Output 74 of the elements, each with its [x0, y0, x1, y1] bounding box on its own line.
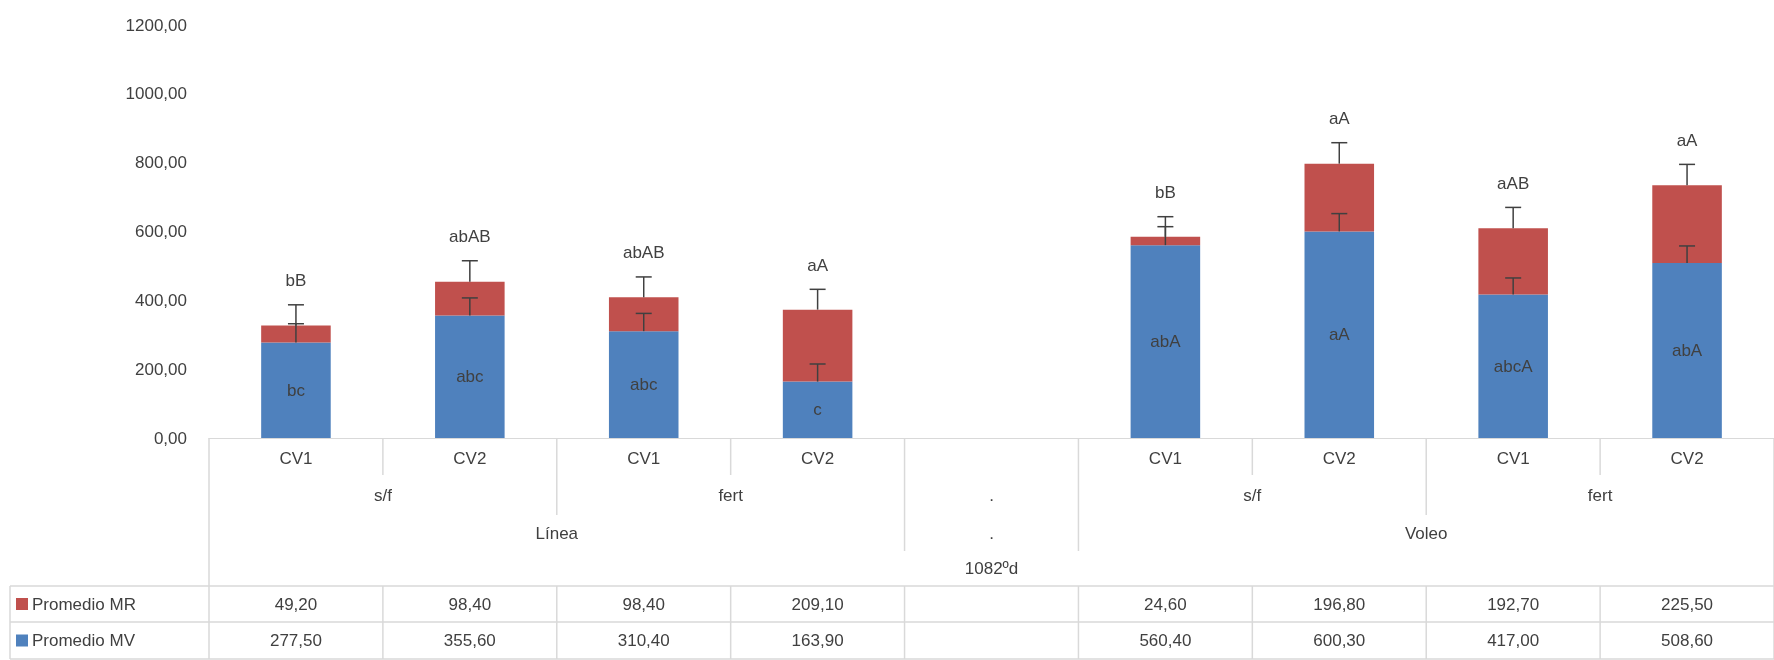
annotation: aA [807, 255, 829, 275]
x-tick-label: CV1 [1148, 449, 1182, 468]
bar [1652, 185, 1722, 263]
bar [435, 315, 505, 438]
text: Línea [535, 523, 579, 543]
y-tick-label: 0,00 [153, 428, 187, 448]
x-tick-label: CV2 [1670, 449, 1704, 468]
annotation: aA [1676, 130, 1699, 150]
bar [435, 281, 505, 316]
data-label: 98,40 [448, 594, 492, 614]
bar [782, 309, 853, 382]
legend-label: Promedio MV [32, 631, 136, 650]
annotation: bB [285, 271, 307, 291]
text: s/f [373, 485, 393, 505]
data-label: 560,40 [1139, 631, 1192, 650]
annotation: abAB [449, 227, 491, 247]
annotation: bc [286, 380, 306, 400]
y-tick-label: 800,00 [135, 153, 187, 173]
bar [1130, 236, 1201, 246]
y-tick-label: 600,00 [135, 222, 187, 241]
annotation: abc [456, 367, 485, 387]
y-tick-label: 400,00 [135, 290, 187, 310]
x-tick-label: CV1 [1496, 449, 1530, 468]
annotation: aA [1328, 109, 1351, 129]
data-label: 98,40 [622, 594, 665, 614]
bar [261, 342, 331, 438]
text: fert [718, 485, 744, 505]
data-label: 417,00 [1487, 631, 1540, 650]
bar [1304, 163, 1375, 232]
data-label: 196,80 [1313, 594, 1366, 614]
annotation: bB [1154, 183, 1176, 203]
y-tick-label: 1200,00 [125, 15, 187, 35]
data-label: 355,60 [443, 631, 496, 650]
data-label: 163,90 [791, 631, 844, 650]
bar [1304, 231, 1375, 438]
data-label: 310,40 [617, 631, 670, 650]
data-label: 508,60 [1661, 631, 1714, 650]
y-tick-label: 1000,00 [125, 84, 187, 104]
bar [1130, 245, 1201, 438]
bar [608, 331, 679, 438]
annotation: abA [1671, 340, 1703, 360]
x-tick-label: CV2 [453, 449, 487, 468]
text: . [989, 523, 994, 543]
annotation: abcA [1493, 356, 1534, 376]
bar [261, 325, 331, 343]
legend-label: Promedio MR [32, 594, 136, 614]
x-tick-label: CV2 [1322, 449, 1356, 468]
x-tick-label: CV1 [279, 449, 313, 468]
annotation: c [813, 400, 823, 420]
data-label: 277,50 [269, 631, 322, 650]
text: . [989, 485, 994, 505]
data-label: 49,20 [274, 594, 318, 614]
bar [1652, 262, 1722, 438]
data-label: 209,10 [791, 594, 844, 614]
text: fert [1587, 485, 1613, 505]
text: s/f [1243, 485, 1262, 505]
bar [1478, 228, 1548, 295]
text: 1082ºd [964, 559, 1019, 578]
y-tick-label: 200,00 [135, 359, 187, 379]
x-tick-label: CV1 [627, 449, 661, 468]
data-label: 225,50 [1661, 594, 1714, 614]
bar [782, 381, 853, 438]
annotation: abc [630, 375, 658, 395]
data-label: 600,30 [1313, 631, 1366, 650]
data-label: 24,60 [1144, 594, 1187, 614]
x-tick-label: CV2 [801, 449, 835, 468]
annotation: abAB [622, 243, 665, 263]
bar [608, 297, 679, 332]
bar [1478, 294, 1548, 438]
data-label: 192,70 [1487, 594, 1540, 614]
annotation: aAB [1497, 173, 1530, 193]
text: Voleo [1404, 523, 1448, 543]
annotation: abA [1150, 332, 1182, 352]
annotation: aA [1328, 325, 1351, 345]
